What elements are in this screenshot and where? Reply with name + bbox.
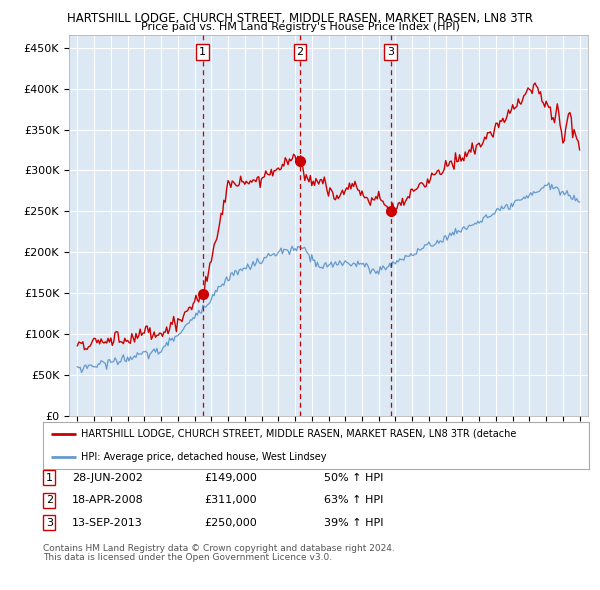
Text: 63% ↑ HPI: 63% ↑ HPI xyxy=(324,496,383,505)
Text: 50% ↑ HPI: 50% ↑ HPI xyxy=(324,473,383,483)
Text: £149,000: £149,000 xyxy=(204,473,257,483)
Text: Price paid vs. HM Land Registry's House Price Index (HPI): Price paid vs. HM Land Registry's House … xyxy=(140,22,460,32)
Text: Contains HM Land Registry data © Crown copyright and database right 2024.: Contains HM Land Registry data © Crown c… xyxy=(43,544,395,553)
Text: 39% ↑ HPI: 39% ↑ HPI xyxy=(324,518,383,527)
Text: 3: 3 xyxy=(387,47,394,57)
Text: 2: 2 xyxy=(296,47,304,57)
Text: HARTSHILL LODGE, CHURCH STREET, MIDDLE RASEN, MARKET RASEN, LN8 3TR (detache: HARTSHILL LODGE, CHURCH STREET, MIDDLE R… xyxy=(82,429,517,438)
Text: This data is licensed under the Open Government Licence v3.0.: This data is licensed under the Open Gov… xyxy=(43,553,332,562)
Text: 1: 1 xyxy=(46,473,53,483)
Text: 18-APR-2008: 18-APR-2008 xyxy=(72,496,144,505)
Text: 13-SEP-2013: 13-SEP-2013 xyxy=(72,518,143,527)
Text: HARTSHILL LODGE, CHURCH STREET, MIDDLE RASEN, MARKET RASEN, LN8 3TR: HARTSHILL LODGE, CHURCH STREET, MIDDLE R… xyxy=(67,12,533,25)
Text: £311,000: £311,000 xyxy=(204,496,257,505)
Text: 28-JUN-2002: 28-JUN-2002 xyxy=(72,473,143,483)
Text: 1: 1 xyxy=(199,47,206,57)
Text: 2: 2 xyxy=(46,496,53,505)
Text: 3: 3 xyxy=(46,518,53,527)
Text: £250,000: £250,000 xyxy=(204,518,257,527)
Text: HPI: Average price, detached house, West Lindsey: HPI: Average price, detached house, West… xyxy=(82,453,327,462)
